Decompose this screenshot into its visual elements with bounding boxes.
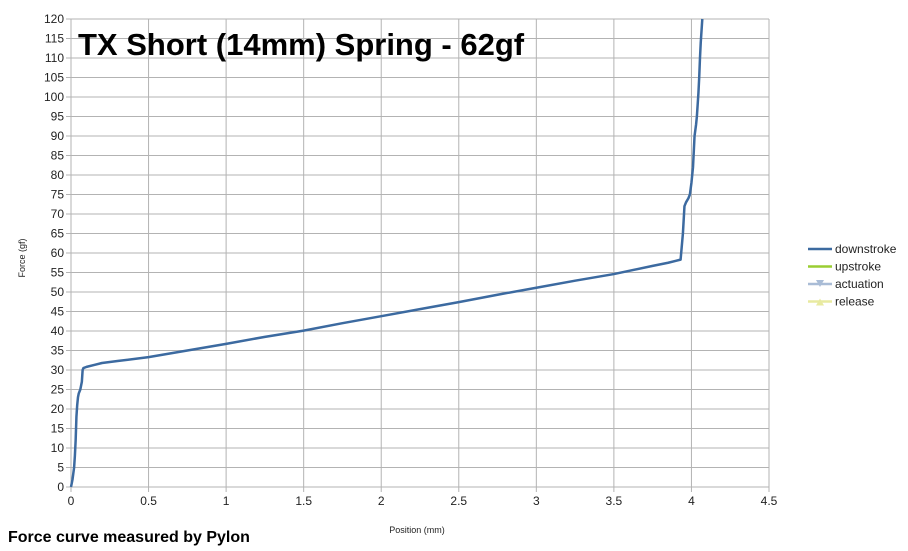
chart-axes <box>66 18 770 492</box>
y-tick-label: 25 <box>51 383 65 397</box>
chart-series <box>69 18 704 488</box>
y-tick-label: 10 <box>51 441 65 455</box>
y-tick-label: 110 <box>45 51 64 65</box>
x-tick-label: 4 <box>688 494 695 508</box>
y-tick-label: 5 <box>57 461 64 475</box>
y-tick-label: 85 <box>51 149 65 163</box>
y-axis-label: Force (gf) <box>17 238 27 277</box>
x-tick-label: 0.5 <box>140 494 157 508</box>
x-tick-label: 2.5 <box>450 494 467 508</box>
x-tick-label: 4.5 <box>761 494 778 508</box>
y-tick-label: 30 <box>51 363 65 377</box>
x-tick-label: 3.5 <box>606 494 623 508</box>
y-tick-label: 45 <box>51 305 65 319</box>
y-tick-label: 75 <box>51 188 65 202</box>
y-tick-label: 40 <box>51 324 65 338</box>
y-tick-label: 55 <box>51 266 65 280</box>
x-tick-label: 2 <box>378 494 385 508</box>
y-tick-label: 120 <box>44 12 64 26</box>
x-axis-label: Position (mm) <box>389 525 445 535</box>
y-tick-label: 100 <box>44 90 64 104</box>
y-tick-label: 15 <box>51 422 65 436</box>
y-tick-label: 80 <box>51 168 65 182</box>
x-tick-label: 1.5 <box>295 494 312 508</box>
y-tick-label: 95 <box>51 110 65 124</box>
y-tick-labels: 0 5 10 15 20 25 30 35 40 45 50 55 60 65 70 75 80 85 90 95 10… <box>44 12 64 494</box>
y-tick-label: 20 <box>51 402 65 416</box>
y-tick-label: 0 <box>57 480 64 494</box>
y-tick-label: 65 <box>51 227 65 241</box>
y-tick-label: 60 <box>51 246 65 260</box>
x-tick-label: 0 <box>68 494 75 508</box>
chart-title: TX Short (14mm) Spring - 62gf <box>78 27 525 62</box>
y-tick-label: 70 <box>51 207 65 221</box>
legend-marker-actuation <box>816 280 824 287</box>
series-line-downstroke <box>69 18 704 488</box>
x-tick-labels: 0 0.5 1 1.5 2 2.5 3 3.5 4 4.5 <box>68 494 778 508</box>
legend-label-downstroke: downstroke <box>835 242 897 256</box>
x-tick-label: 3 <box>533 494 540 508</box>
legend-label-actuation: actuation <box>835 277 884 291</box>
x-tick-label: 1 <box>223 494 230 508</box>
y-tick-label: 90 <box>51 129 65 143</box>
legend-label-upstroke: upstroke <box>835 260 881 274</box>
y-tick-label: 50 <box>51 285 65 299</box>
legend-label-release: release <box>835 295 875 309</box>
chart-grid <box>70 18 770 488</box>
y-tick-label: 115 <box>45 32 64 46</box>
footer-caption: Force curve measured by Pylon <box>8 529 250 546</box>
legend-marker-release <box>816 298 824 306</box>
y-tick-label: 105 <box>44 71 64 85</box>
chart-legend: downstroke upstroke actuation release <box>808 242 897 309</box>
y-tick-label: 35 <box>51 344 65 358</box>
